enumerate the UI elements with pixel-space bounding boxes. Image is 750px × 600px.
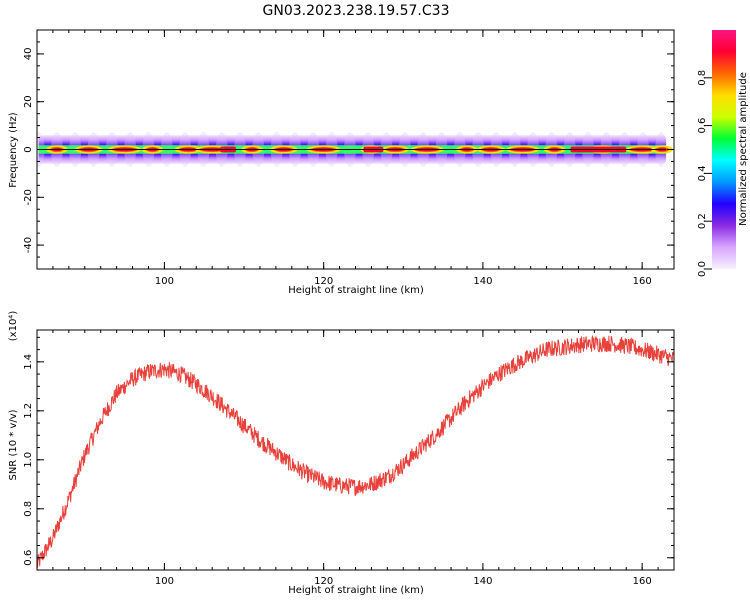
snr-x-tick-label: 140 <box>473 576 492 587</box>
spectrogram-y-tick-label: -20 <box>23 189 34 205</box>
colorbar-label: Normalized spectral amplitude <box>738 72 749 226</box>
spectrogram-x-tick-label: 140 <box>473 276 492 287</box>
snr-y-label: SNR (10 * v/v) <box>8 409 19 480</box>
snr-series-line <box>37 334 674 568</box>
snr-axes-frame <box>36 329 675 571</box>
colorbar-tick-label: 0.0 <box>697 261 708 277</box>
colorbar: 0.0 0.2 0.4 0.6 0.8 Normalized spectral ampl… <box>697 30 749 277</box>
snr-ticks: 100 120 140 160 0.6 0.8 1.0 1.2 1.4 <box>23 330 675 587</box>
spectrogram-y-label: Frequency (Hz) <box>8 112 19 188</box>
spectrogram-x-label: Height of straight line (km) <box>288 285 424 296</box>
colorbar-tick-label: 0.8 <box>697 70 708 86</box>
snr-y-multiplier: (x10⁴) <box>8 311 19 342</box>
colorbar-tick-label: 0.6 <box>697 118 708 134</box>
spectrogram-x-tick-label: 100 <box>155 276 174 287</box>
spectrogram-y-tick-label: -40 <box>23 237 34 253</box>
snr-x-tick-label: 160 <box>633 576 652 587</box>
snr-y-tick-label: 0.6 <box>23 550 34 566</box>
spectrogram-y-tick-label: 40 <box>23 48 34 61</box>
snr-y-tick-label: 1.4 <box>23 354 34 370</box>
colorbar-tick-label: 0.4 <box>697 165 708 181</box>
colorbar-ticks: 0.0 0.2 0.4 0.6 0.8 <box>697 70 712 277</box>
colorbar-tick-label: 0.2 <box>697 213 708 229</box>
spectrogram-panel: 100 120 140 160 -40 -20 0 20 40 Height of straig… <box>8 29 675 296</box>
spectrogram-x-tick-label: 120 <box>314 276 333 287</box>
snr-panel: 100 120 140 160 0.6 0.8 1.0 1.2 1.4 Height of st… <box>8 311 675 596</box>
snr-y-tick-label: 0.8 <box>23 501 34 517</box>
snr-x-label: Height of straight line (km) <box>288 585 424 596</box>
snr-x-tick-label: 100 <box>155 576 174 587</box>
spectrogram-ticks: 100 120 140 160 -40 -20 0 20 40 <box>23 29 675 287</box>
colorbar-fill <box>712 30 736 269</box>
spectrogram-y-tick-label: 20 <box>23 95 34 108</box>
spectrogram-x-tick-label: 160 <box>633 276 652 287</box>
snr-x-tick-label: 120 <box>314 576 333 587</box>
figure-title: GN03.2023.238.19.57.C33 <box>263 3 450 19</box>
spectrogram-y-tick-label: 0 <box>23 146 34 152</box>
snr-y-tick-label: 1.0 <box>23 452 34 468</box>
snr-y-tick-label: 1.2 <box>23 403 34 419</box>
